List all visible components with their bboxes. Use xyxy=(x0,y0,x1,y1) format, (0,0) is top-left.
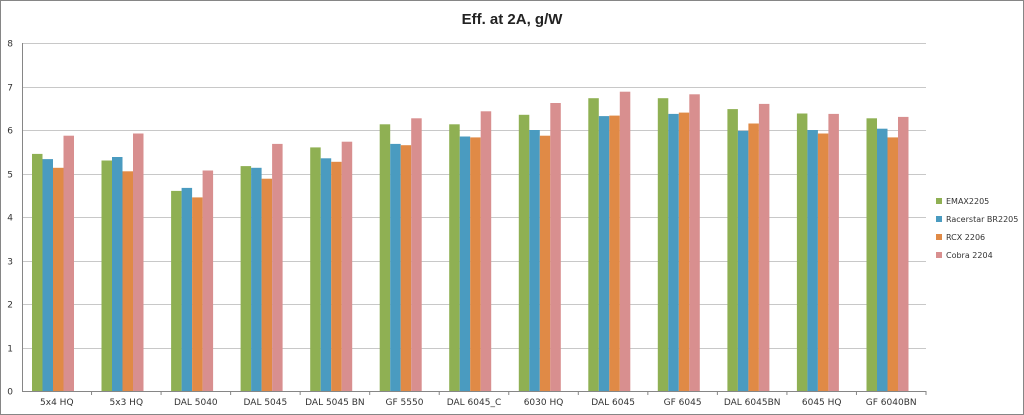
bar xyxy=(550,103,561,391)
bar xyxy=(668,113,679,392)
bar xyxy=(828,113,839,392)
y-tick-label: 2 xyxy=(7,301,13,311)
bar xyxy=(53,167,64,391)
legend-item: Racerstar BR2205 xyxy=(936,210,1018,228)
legend-swatch xyxy=(936,252,942,258)
bar xyxy=(101,160,112,391)
bar xyxy=(539,135,551,391)
x-tick-label: DAL 6045_C xyxy=(447,398,502,408)
bar xyxy=(63,135,74,391)
bar xyxy=(379,124,391,392)
x-tick-label: 6045 HQ xyxy=(802,398,842,408)
bar xyxy=(400,145,412,391)
bar xyxy=(42,159,53,391)
bar xyxy=(310,147,321,391)
x-tick-label: 5x4 HQ xyxy=(40,398,74,408)
bar xyxy=(251,167,262,391)
legend-swatch xyxy=(936,198,942,204)
bar xyxy=(202,170,214,391)
x-tick-label: GF 6040BN xyxy=(866,398,917,408)
bar xyxy=(518,114,530,392)
bar xyxy=(619,91,631,391)
bar xyxy=(112,157,123,391)
bar xyxy=(470,137,481,391)
bar xyxy=(122,171,133,391)
bar xyxy=(133,133,144,391)
y-tick-label: 4 xyxy=(7,214,13,224)
x-tick-label: GF 6045 xyxy=(664,398,702,408)
x-tick-label: DAL 5045 BN xyxy=(305,398,364,408)
y-tick-label: 3 xyxy=(7,258,13,268)
bar xyxy=(657,98,669,391)
bar xyxy=(261,178,273,391)
legend-label: Racerstar BR2205 xyxy=(946,214,1019,224)
bar xyxy=(181,187,193,391)
x-tick-label: DAL 6045BN xyxy=(724,398,781,408)
x-tick-label: GF 5550 xyxy=(386,398,424,408)
bar xyxy=(480,111,492,392)
bar xyxy=(898,116,909,392)
y-tick-label: 1 xyxy=(7,345,13,355)
bar xyxy=(331,161,342,391)
bar xyxy=(529,130,540,391)
bar xyxy=(807,130,818,391)
bar xyxy=(817,133,829,391)
legend: EMAX2205 Racerstar BR2205 RCX 2206 Cobra 22… xyxy=(936,192,1018,264)
bar xyxy=(609,115,620,391)
x-tick-label: DAL 6045 xyxy=(591,398,635,408)
bar xyxy=(272,143,283,391)
bar xyxy=(341,141,353,391)
bar xyxy=(748,123,759,391)
legend-item: Cobra 2204 xyxy=(936,246,1018,264)
bar xyxy=(887,137,898,391)
bar xyxy=(320,158,332,391)
bar xyxy=(796,113,808,391)
legend-item: EMAX2205 xyxy=(936,192,1018,210)
bar xyxy=(240,166,252,391)
bar xyxy=(192,197,203,391)
bar xyxy=(449,124,460,392)
bar xyxy=(678,112,690,391)
legend-label: RCX 2206 xyxy=(946,232,986,242)
bar xyxy=(588,98,599,391)
bar xyxy=(598,116,610,391)
x-tick-label: 5x3 HQ xyxy=(110,398,144,408)
legend-item: RCX 2206 xyxy=(936,228,1018,246)
bar xyxy=(171,190,182,391)
legend-label: Cobra 2204 xyxy=(946,250,993,260)
bar xyxy=(737,130,749,391)
y-tick-label: 5 xyxy=(7,171,13,181)
bar xyxy=(758,103,770,392)
y-tick-label: 6 xyxy=(7,127,13,137)
x-tick-label: 6030 HQ xyxy=(524,398,564,408)
bar xyxy=(877,128,888,391)
y-tick-label: 8 xyxy=(7,40,13,50)
legend-label: EMAX2205 xyxy=(946,196,990,206)
legend-swatch xyxy=(936,234,942,240)
bar xyxy=(459,136,471,391)
y-tick-label: 7 xyxy=(7,84,13,94)
chart-title: Eff. at 2A, g/W xyxy=(461,11,563,28)
x-tick-label: DAL 5040 xyxy=(174,398,218,408)
bar xyxy=(727,109,738,391)
bar xyxy=(689,94,700,392)
bar xyxy=(411,118,422,392)
bar xyxy=(32,153,43,391)
bar xyxy=(866,118,877,392)
x-tick-label: DAL 5045 xyxy=(244,398,288,408)
y-tick-label: 0 xyxy=(7,388,13,398)
bar xyxy=(390,143,401,391)
legend-swatch xyxy=(936,216,942,222)
